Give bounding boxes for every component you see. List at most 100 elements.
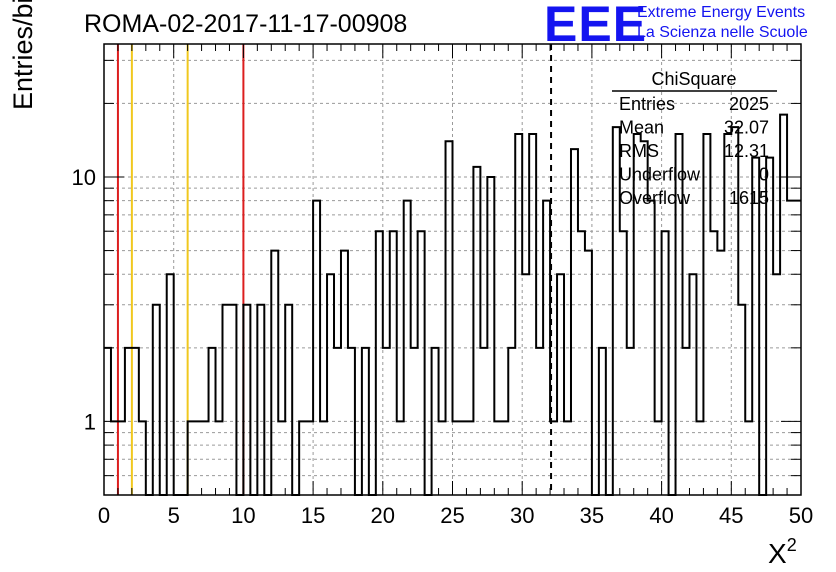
histogram-bin [564,421,571,495]
histogram-bin [334,348,341,495]
histogram-bin [202,421,209,495]
histogram-bin [578,231,585,495]
histogram-bin [404,201,411,495]
histogram-bin [780,115,787,495]
histogram-bin [522,274,529,495]
histogram-bin [766,158,773,495]
histogram-bin [125,348,132,495]
histogram-bin [348,348,355,495]
histogram-bin [216,421,223,495]
histogram-bin [341,251,348,495]
stats-value: 2025 [729,94,769,114]
stats-label: RMS [619,141,659,161]
stats-value: 1615 [729,188,769,208]
histogram-bin [390,231,397,495]
histogram-bin [188,421,195,495]
histogram-bin [745,421,752,495]
stats-value: 0 [759,165,769,185]
histogram-bin [501,421,508,495]
histogram-bin [773,274,780,495]
histogram-bin [453,421,460,495]
eee-logo: EEE [544,0,648,52]
y-tick-label: 1 [84,409,96,434]
histogram-bin [731,127,738,495]
histogram-bin [703,134,710,495]
histogram-bin [550,421,557,495]
histogram-bin [508,348,515,495]
x-tick-label: 35 [580,503,604,528]
histogram-bin [320,421,327,495]
histogram-bin [118,421,125,495]
x-axis-label-superscript: 2 [787,535,797,555]
histogram-bin [432,348,439,495]
histogram-bin [153,305,160,495]
stats-label: Entries [619,94,675,114]
histogram-bin [285,305,292,495]
stats-label: Underflow [619,165,701,185]
histogram-bin [459,421,466,495]
histogram-bin [139,421,146,495]
histogram-bin [473,167,480,495]
histogram-bin [529,134,536,495]
x-tick-label: 0 [98,503,110,528]
stats-value: 32.07 [724,118,769,138]
x-tick-label: 30 [510,503,534,528]
histogram-bin [648,201,655,495]
x-tick-label: 10 [231,503,255,528]
x-tick-label: 25 [440,503,464,528]
histogram-bin [655,421,662,495]
histogram-bin [257,305,264,495]
histogram-bin [376,231,383,495]
histogram-bin [362,348,369,495]
histogram-bin [571,149,578,495]
histogram-bin [383,348,390,495]
histogram-bin [738,305,745,495]
plot-title: ROMA-02-2017-11-17-00908 [84,10,408,38]
stats-label: Overflow [619,188,691,208]
stats-title: ChiSquare [651,69,736,89]
histogram-bin [662,231,669,495]
histogram-bin [515,134,522,495]
eee-logo-line-1: Extreme Energy Events [637,4,806,21]
stats-value: 12.31 [724,141,769,161]
histogram-bin [397,421,404,495]
histogram-bin [271,251,278,495]
histogram-bin [446,141,453,495]
histogram-bin [717,251,724,495]
histogram-bin [752,158,759,495]
histogram-bin [132,348,139,495]
histogram-bin [229,305,236,495]
histogram-bin [696,421,703,495]
histogram-bin [209,348,216,495]
histogram-bin [243,305,250,495]
histogram-bin [306,421,313,495]
histogram-bin [557,274,564,495]
histogram-bin [327,274,334,495]
histogram-bin [536,348,543,495]
histogram-bin [439,421,446,495]
histogram-bin [627,348,634,495]
x-axis-label-symbol: X [768,538,787,569]
x-tick-label: 50 [789,503,813,528]
histogram-bin [418,231,425,495]
histogram-bin [620,231,627,495]
histogram-bin [167,274,174,495]
histogram-bin [487,177,494,495]
x-tick-label: 20 [371,503,395,528]
histogram-bin [543,201,550,495]
histogram-bin [599,348,606,495]
histogram-bin [299,421,306,495]
x-tick-label: 45 [719,503,743,528]
histogram-bin [585,251,592,495]
x-axis-label: X2 [768,535,797,569]
histogram-bin [313,201,320,495]
stats-label: Mean [619,118,664,138]
histogram-bin [480,348,487,495]
histogram-outline [104,113,801,496]
eee-logo-line-2: La Scienza nelle Scuole [637,24,808,41]
histogram-bin [689,274,696,495]
histogram-bin [466,421,473,495]
